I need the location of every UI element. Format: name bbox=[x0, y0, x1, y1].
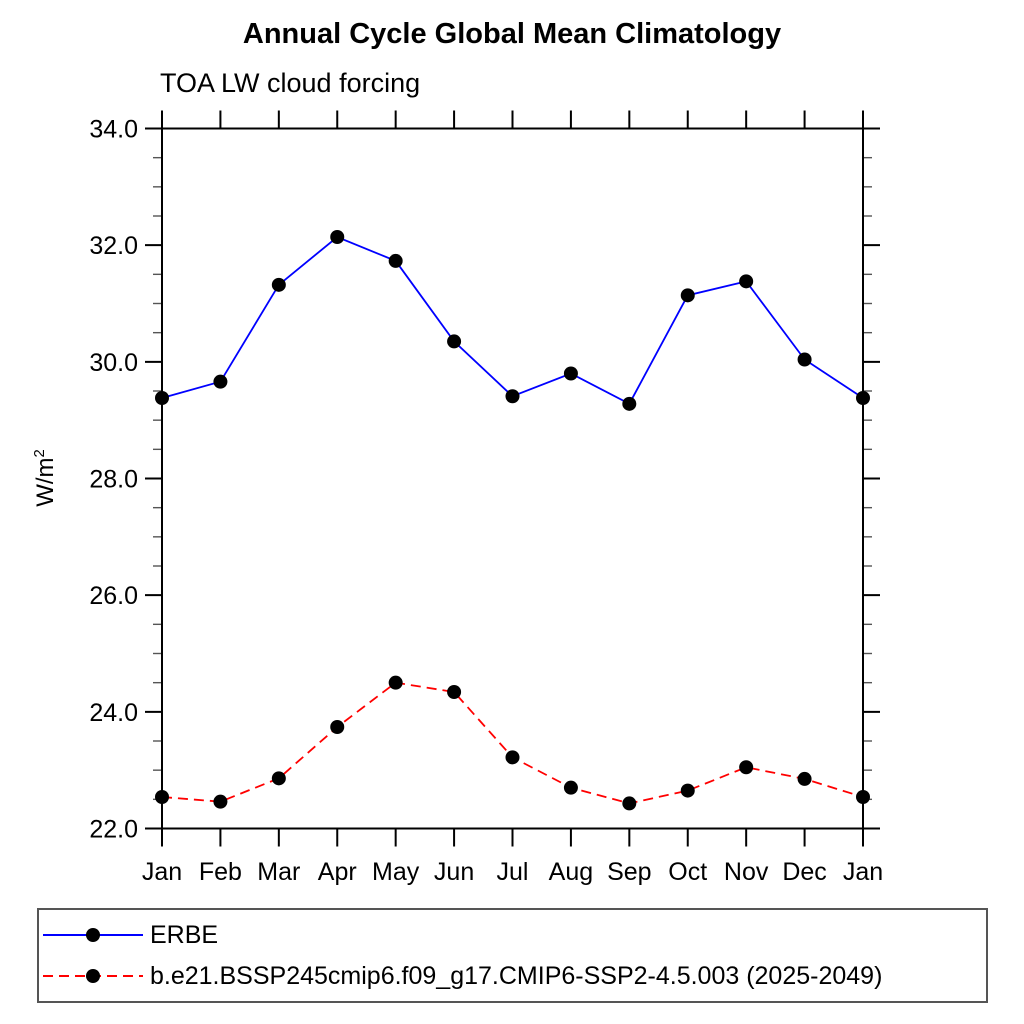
axis-frame bbox=[145, 110, 880, 847]
model-data-point bbox=[856, 790, 870, 804]
erbe-data-point bbox=[271, 277, 286, 292]
x-tick-label: May bbox=[372, 858, 420, 886]
model-data-point bbox=[213, 794, 228, 809]
x-tick-label: Dec bbox=[782, 858, 826, 886]
legend-row-model: b.e21.BSSP245cmip6.f09_g17.CMIP6-SSP2-4.… bbox=[39, 956, 986, 997]
model-data-point bbox=[622, 796, 637, 811]
model-data-point bbox=[739, 760, 754, 775]
erbe-data-point bbox=[213, 374, 228, 389]
erbe-data-point bbox=[388, 253, 403, 268]
y-tick-label: 34.0 bbox=[89, 116, 138, 144]
legend-box: ERBE b.e21.BSSP245cmip6.f09_g17.CMIP6-SS… bbox=[37, 908, 988, 1003]
y-tick-label: 24.0 bbox=[89, 699, 138, 727]
erbe-markers bbox=[155, 230, 870, 411]
x-tick-label: Jan bbox=[142, 858, 182, 886]
legend-label-erbe: ERBE bbox=[150, 920, 219, 949]
model-data-point bbox=[563, 780, 578, 795]
y-tick-label: 32.0 bbox=[89, 232, 138, 260]
model-data-point bbox=[447, 685, 462, 699]
model-line bbox=[161, 681, 864, 805]
chart-subtitle: TOA LW cloud forcing bbox=[160, 68, 421, 98]
erbe-data-point bbox=[447, 334, 462, 349]
legend-sample-marker-icon bbox=[86, 969, 100, 983]
legend-row-erbe: ERBE bbox=[39, 915, 986, 956]
model-data-point bbox=[680, 783, 695, 798]
y-axis-tick-labels: 22.0 24.0 26.0 28.0 30.0 32.0 34.0 bbox=[89, 116, 138, 844]
y-axis-label: W/m2 bbox=[32, 449, 60, 507]
x-tick-label: Sep bbox=[607, 858, 651, 886]
y-tick-label: 22.0 bbox=[89, 816, 138, 844]
erbe-data-point bbox=[330, 230, 345, 244]
y-axis-label-exponent: 2 bbox=[32, 449, 48, 458]
erbe-data-point bbox=[797, 352, 812, 367]
y-axis-label-unit: W/m bbox=[32, 457, 59, 507]
x-tick-label: Feb bbox=[199, 858, 242, 886]
model-data-point bbox=[330, 720, 345, 734]
model-data-point bbox=[388, 675, 403, 690]
legend-line-sample-model bbox=[43, 969, 143, 983]
legend-line-sample-erbe bbox=[43, 928, 143, 942]
erbe-data-point bbox=[563, 366, 578, 381]
model-markers bbox=[155, 675, 870, 811]
x-tick-label: Oct bbox=[668, 858, 707, 886]
y-tick-label: 30.0 bbox=[89, 349, 138, 377]
model-data-point bbox=[155, 790, 169, 804]
x-tick-label: Jun bbox=[434, 858, 474, 886]
y-axis-minor-ticks bbox=[153, 156, 872, 801]
erbe-data-point bbox=[856, 391, 870, 405]
y-tick-label: 26.0 bbox=[89, 582, 138, 610]
x-tick-label: Apr bbox=[318, 858, 357, 886]
y-tick-label: 28.0 bbox=[89, 466, 138, 494]
x-tick-label: Jul bbox=[497, 858, 529, 886]
model-data-point bbox=[505, 750, 520, 765]
erbe-line bbox=[161, 235, 864, 406]
erbe-data-point bbox=[505, 389, 520, 404]
y-axis-major-ticks bbox=[145, 127, 880, 830]
x-axis-ticks bbox=[161, 110, 864, 847]
x-tick-label: Mar bbox=[257, 858, 300, 886]
x-tick-label: Jan bbox=[843, 858, 883, 886]
chart-title: Annual Cycle Global Mean Climatology bbox=[242, 18, 782, 50]
erbe-data-point bbox=[739, 274, 754, 289]
model-data-point bbox=[271, 771, 286, 786]
erbe-data-point bbox=[155, 391, 169, 405]
model-data-point bbox=[797, 771, 812, 786]
erbe-data-point bbox=[680, 288, 695, 303]
legend-label-model: b.e21.BSSP245cmip6.f09_g17.CMIP6-SSP2-4.… bbox=[150, 961, 883, 990]
erbe-data-point bbox=[622, 396, 637, 411]
x-axis-tick-labels: Jan Feb Mar Apr May Jun Jul Aug Sep Oct Nov Dec Jan bbox=[142, 858, 883, 886]
legend-sample-marker-icon bbox=[86, 928, 100, 942]
x-tick-label: Aug bbox=[549, 858, 593, 886]
x-tick-label: Nov bbox=[724, 858, 769, 886]
